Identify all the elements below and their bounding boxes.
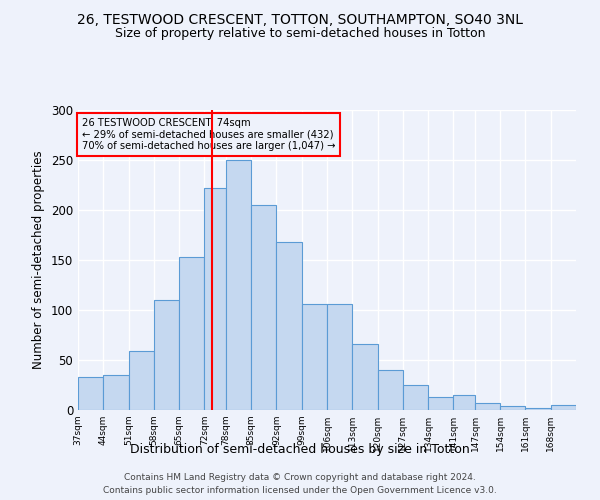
Bar	[78, 377, 103, 410]
Bar	[154, 300, 179, 410]
Bar	[327, 304, 352, 410]
Bar	[352, 344, 377, 410]
Bar	[251, 205, 277, 410]
Bar	[500, 406, 526, 410]
Bar	[428, 397, 454, 410]
Bar	[403, 385, 428, 410]
Text: Distribution of semi-detached houses by size in Totton: Distribution of semi-detached houses by …	[130, 442, 470, 456]
Bar	[179, 257, 205, 410]
Text: 26 TESTWOOD CRESCENT: 74sqm
← 29% of semi-detached houses are smaller (432)
70% : 26 TESTWOOD CRESCENT: 74sqm ← 29% of sem…	[82, 118, 335, 151]
Bar	[103, 375, 128, 410]
Bar	[526, 408, 551, 410]
Bar	[377, 370, 403, 410]
Y-axis label: Number of semi-detached properties: Number of semi-detached properties	[32, 150, 46, 370]
Text: Size of property relative to semi-detached houses in Totton: Size of property relative to semi-detach…	[115, 28, 485, 40]
Bar	[205, 188, 226, 410]
Text: Contains HM Land Registry data © Crown copyright and database right 2024.: Contains HM Land Registry data © Crown c…	[124, 472, 476, 482]
Bar	[226, 160, 251, 410]
Bar	[475, 403, 500, 410]
Text: Contains public sector information licensed under the Open Government Licence v3: Contains public sector information licen…	[103, 486, 497, 495]
Bar	[551, 405, 576, 410]
Bar	[128, 351, 154, 410]
Bar	[454, 395, 475, 410]
Text: 26, TESTWOOD CRESCENT, TOTTON, SOUTHAMPTON, SO40 3NL: 26, TESTWOOD CRESCENT, TOTTON, SOUTHAMPT…	[77, 12, 523, 26]
Bar	[302, 304, 327, 410]
Bar	[277, 242, 302, 410]
